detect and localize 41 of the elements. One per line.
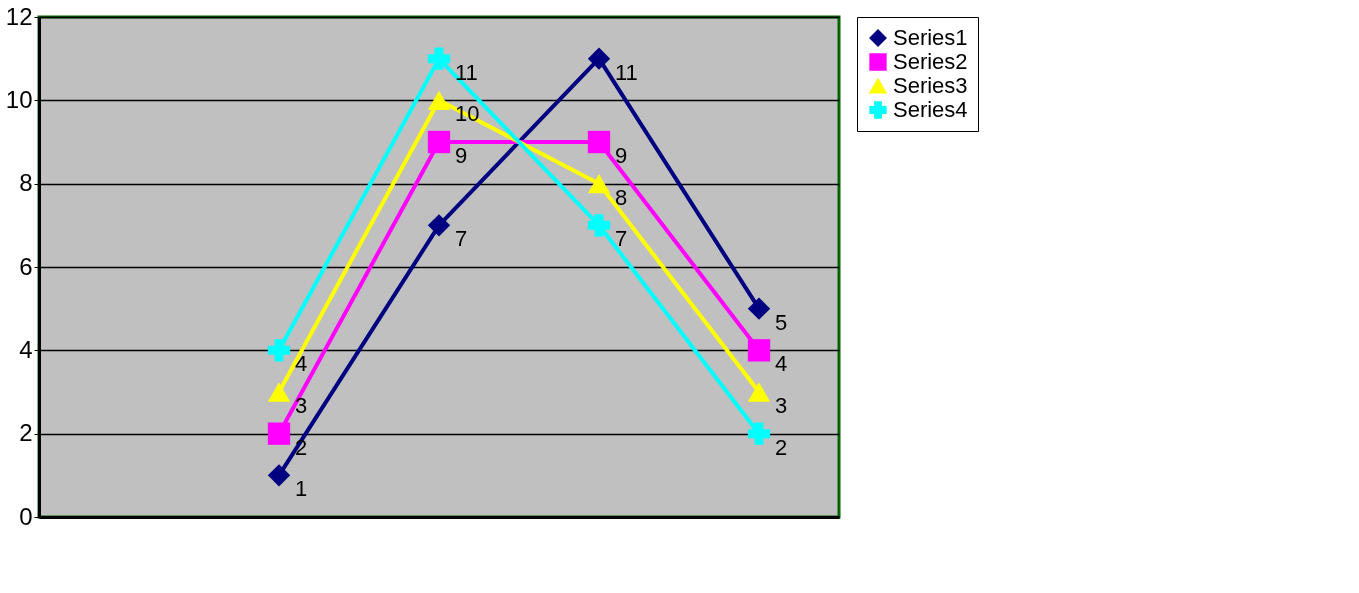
y-tick-label: 0 xyxy=(19,502,33,530)
point xyxy=(747,339,771,362)
point xyxy=(267,339,291,362)
y-tick-label: 10 xyxy=(5,85,33,113)
point xyxy=(267,464,291,487)
data-label: 4 xyxy=(295,351,308,377)
point xyxy=(587,130,611,154)
point xyxy=(587,47,611,70)
point xyxy=(427,90,451,111)
data-label: 1 xyxy=(295,476,308,502)
point xyxy=(427,47,451,70)
legend-label: Series1 xyxy=(893,25,968,50)
y-tick-label: 12 xyxy=(5,2,33,30)
y-tick-label: 4 xyxy=(19,335,33,363)
point xyxy=(747,297,771,320)
data-label: 9 xyxy=(455,143,468,168)
point xyxy=(267,382,291,402)
point xyxy=(427,214,451,237)
point xyxy=(747,382,771,402)
data-label: 3 xyxy=(775,393,788,418)
point xyxy=(747,422,771,445)
data-label: 11 xyxy=(615,59,638,85)
legend-label: Series4 xyxy=(893,97,968,122)
point xyxy=(587,173,611,194)
data-label: 2 xyxy=(775,434,788,460)
data-label: 4 xyxy=(775,351,788,377)
data-label: 9 xyxy=(615,143,628,168)
data-label: 5 xyxy=(775,309,788,335)
data-label: 3 xyxy=(295,393,308,418)
y-tick-label: 6 xyxy=(19,252,33,280)
data-label: 11 xyxy=(455,59,478,85)
data-label: 7 xyxy=(455,226,468,252)
legend-label: Series3 xyxy=(893,73,968,98)
point xyxy=(267,422,291,445)
data-label: 8 xyxy=(615,184,628,210)
y-tick-label: 8 xyxy=(19,169,33,197)
point xyxy=(587,214,611,237)
legend-label: Series2 xyxy=(893,49,968,74)
data-label: 7 xyxy=(615,226,628,252)
y-tick-label: 2 xyxy=(19,419,33,447)
point xyxy=(427,130,451,154)
